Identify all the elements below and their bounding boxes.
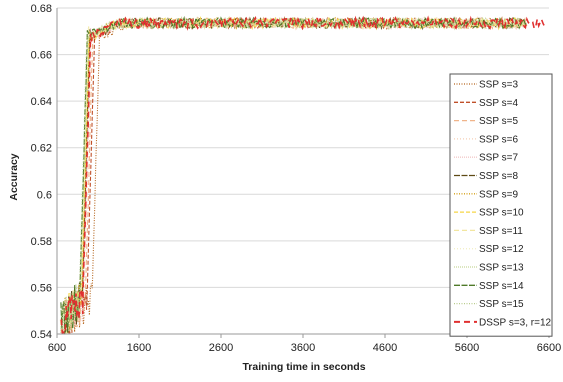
legend-label: SSP s=12 (479, 244, 524, 255)
x-tick-label: 600 (48, 342, 66, 354)
x-tick-label: 1600 (127, 342, 151, 354)
gridlines (57, 7, 549, 335)
y-tick-label: 0.66 (31, 50, 52, 62)
legend-label: DSSP s=3, r=12 (479, 317, 552, 328)
legend-box (449, 73, 553, 337)
x-tick-label: 4600 (373, 342, 397, 354)
x-tick-label: 2600 (209, 342, 233, 354)
x-tick-label: 3600 (291, 342, 315, 354)
y-tick-label: 0.62 (31, 143, 52, 155)
legend-label: SSP s=5 (479, 116, 518, 127)
legend: SSP s=3 SSP s=4 SSP s=5 SSP s=6 SSP s=7 SSP s… (449, 73, 553, 337)
legend-label: SSP s=14 (479, 281, 524, 292)
y-axis-title: Accuracy (8, 153, 20, 200)
legend-label: SSP s=15 (479, 299, 524, 310)
legend-label: SSP s=4 (479, 98, 518, 109)
x-tick-label: 6600 (537, 342, 561, 354)
axes: 0.54 0.56 0.58 0.6 0.62 0.64 0.66 0.68 600 1600 26… (31, 3, 562, 354)
legend-label: SSP s=7 (479, 153, 518, 164)
y-tick-label: 0.64 (31, 96, 52, 108)
y-tick-label: 0.68 (31, 3, 52, 15)
series-lines (59, 15, 546, 335)
legend-label: SSP s=3 (479, 80, 518, 91)
y-tick-label: 0.6 (37, 189, 52, 201)
series-line-ssp-s-14 (60, 15, 527, 335)
y-tick-label: 0.54 (31, 329, 52, 341)
legend-label: SSP s=9 (479, 189, 518, 200)
legend-label: SSP s=8 (479, 171, 518, 182)
y-tick-label: 0.56 (31, 282, 52, 294)
series-line-dssp-s-3-r-12 (60, 15, 546, 335)
y-tick-label: 0.58 (31, 236, 52, 248)
legend-label: SSP s=13 (479, 263, 524, 274)
series-line-ssp-s-12 (59, 16, 525, 333)
x-axis-title: Training time in seconds (242, 361, 365, 373)
legend-label: SSP s=11 (479, 226, 523, 237)
x-tick-label: 5600 (455, 342, 479, 354)
legend-label: SSP s=6 (479, 134, 518, 145)
legend-label: SSP s=10 (479, 208, 524, 219)
